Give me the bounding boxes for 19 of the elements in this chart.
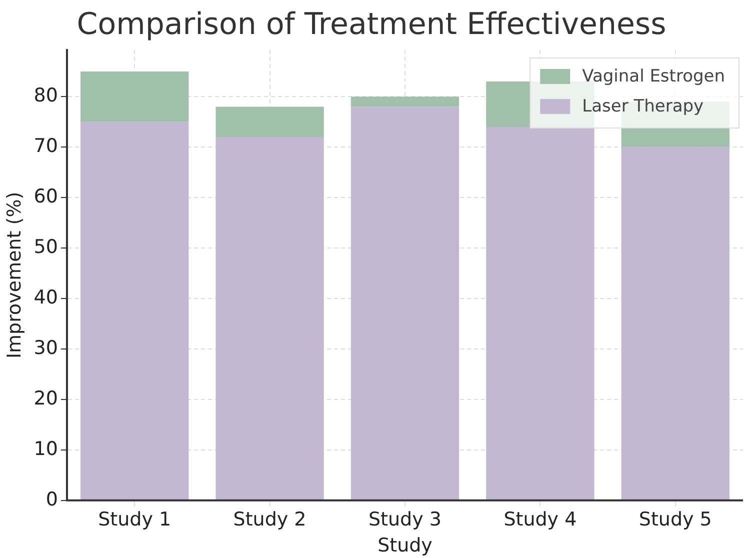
x-tick-label: Study 3 xyxy=(368,508,442,531)
y-tick-label: 60 xyxy=(34,186,58,208)
y-tick-label: 50 xyxy=(34,236,58,258)
y-tick-label: 40 xyxy=(34,286,58,308)
y-tick-label: 80 xyxy=(34,84,58,107)
y-tick-label: 70 xyxy=(34,135,58,158)
legend-label: Laser Therapy xyxy=(582,96,704,116)
y-tick-label: 10 xyxy=(34,438,58,460)
y-tick-label: 30 xyxy=(34,336,58,359)
x-tick-label: Study 2 xyxy=(233,508,306,531)
x-tick-label: Study 1 xyxy=(98,508,172,531)
chart-title: Comparison of Treatment Effectiveness xyxy=(76,6,666,42)
y-tick-label: 0 xyxy=(46,488,58,510)
legend-label: Vaginal Estrogen xyxy=(582,66,726,86)
y-axis-title: Improvement (%) xyxy=(3,192,26,359)
x-axis-title: Study xyxy=(378,534,432,557)
x-tick-label: Study 5 xyxy=(638,508,712,531)
x-tick-label: Study 4 xyxy=(504,508,577,531)
y-tick-label: 20 xyxy=(34,387,58,410)
